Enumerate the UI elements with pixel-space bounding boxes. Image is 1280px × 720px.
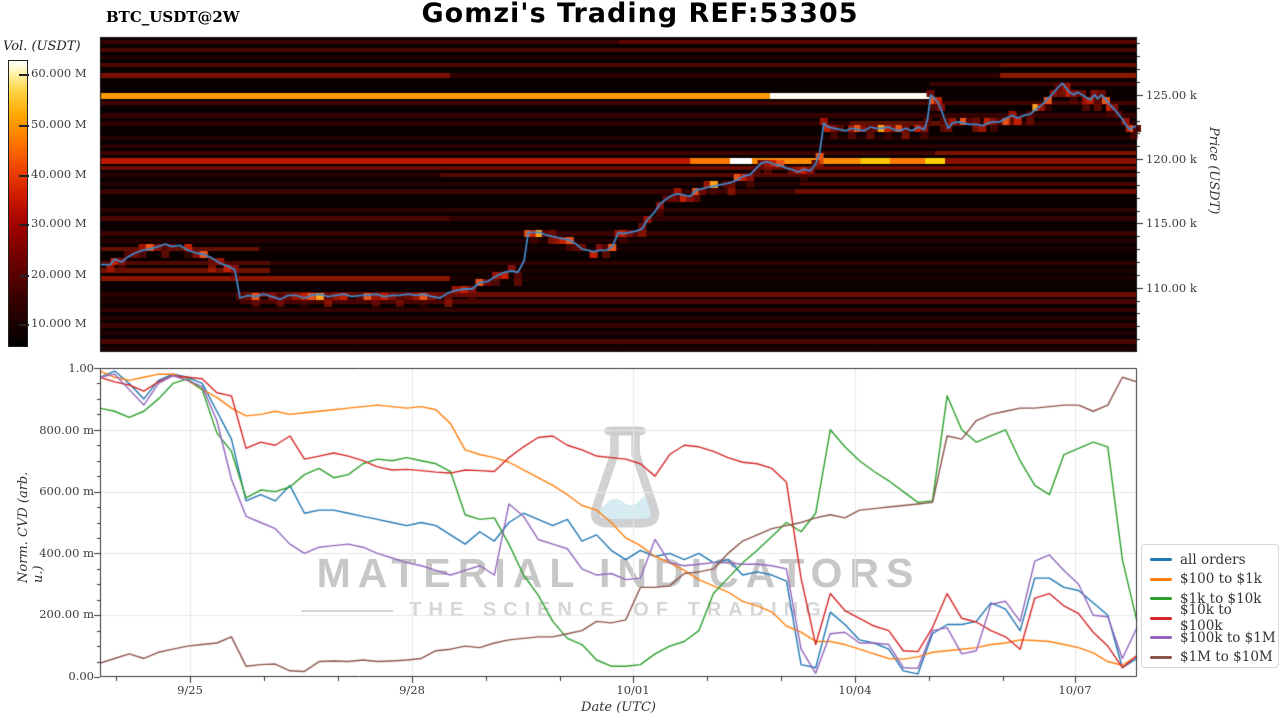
cvd-axis-tick: 400.00 m: [39, 546, 94, 560]
cvd-axis-tick: 600.00 m: [39, 484, 94, 498]
legend-label: $1M to $10M: [1180, 649, 1273, 666]
cvd-axis-tick: 0.00: [68, 669, 94, 683]
chart-title: Gomzi's Trading REF:53305: [421, 0, 859, 29]
legend-item: $100k to $1M: [1150, 628, 1278, 648]
cvd-axis-tick: 800.00 m: [39, 423, 94, 437]
legend-item: $100 to $1k: [1150, 570, 1278, 590]
legend-swatch: [1150, 655, 1172, 659]
cvd-axis-tick: 1.00: [68, 361, 94, 375]
colorbar-tick: 30.000 M: [19, 216, 87, 230]
price-axis-tick: 115.00 k: [1146, 216, 1197, 230]
date-axis-tick: 10/01: [616, 683, 650, 697]
legend-label: all orders: [1180, 551, 1246, 568]
cvd-axis-title: Norm. CVD (arb. u.): [16, 471, 46, 583]
legend-item: $10k to $100k: [1150, 602, 1278, 634]
legend: all orders $100 to $1k $1k to $10k $10k …: [1141, 544, 1279, 668]
legend-swatch: [1150, 616, 1172, 620]
legend-swatch: [1150, 636, 1172, 640]
colorbar-tick: 60.000 M: [19, 66, 87, 80]
symbol-label: BTC_USDT@2W: [106, 8, 240, 26]
date-axis-tick: 9/28: [399, 683, 425, 697]
legend-item: $1M to $10M: [1150, 648, 1278, 668]
legend-swatch: [1150, 597, 1172, 601]
colorbar-tick: 40.000 M: [19, 167, 87, 181]
volume-colorbar: [8, 60, 28, 347]
price-axis-tick: 120.00 k: [1146, 152, 1197, 166]
legend-label: $1k to $10k: [1180, 590, 1262, 607]
date-axis-title: Date (UTC): [581, 700, 656, 715]
date-axis-tick: 10/04: [838, 683, 872, 697]
legend-item: all orders: [1150, 550, 1278, 570]
colorbar-tick: 20.000 M: [19, 267, 87, 281]
legend-label: $100k to $1M: [1180, 629, 1276, 646]
legend-label: $10k to $100k: [1180, 602, 1232, 635]
legend-label: $100 to $1k: [1180, 571, 1262, 588]
price-axis-tick: 125.00 k: [1146, 88, 1197, 102]
date-axis-tick: 9/25: [177, 683, 203, 697]
legend-swatch: [1150, 558, 1172, 562]
date-axis-tick: 10/07: [1058, 683, 1092, 697]
legend-item: $1k to $10k: [1150, 589, 1278, 609]
cvd-axis-tick: 200.00 m: [39, 607, 94, 621]
colorbar-title: Vol. (USDT): [3, 39, 81, 54]
colorbar-tick: 10.000 M: [19, 316, 87, 330]
colorbar-tick: 50.000 M: [19, 117, 87, 131]
price-axis-tick: 110.00 k: [1146, 281, 1197, 295]
legend-swatch: [1150, 577, 1172, 581]
price-axis-title: Price (USDT): [1206, 127, 1221, 215]
